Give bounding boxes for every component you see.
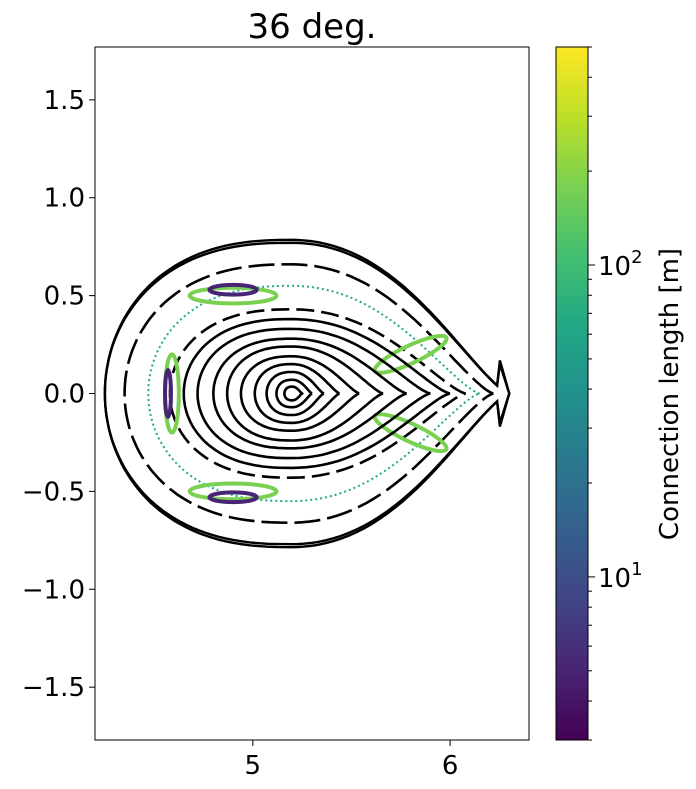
flux-surface-8 — [182, 317, 451, 470]
flux-surface-5 — [225, 345, 384, 442]
flux-surface-2 — [265, 370, 325, 417]
colorbar-tick-label: 102 — [598, 247, 643, 282]
y-tick-label: −1.5 — [22, 673, 85, 703]
y-tick-label: 0.5 — [44, 282, 85, 312]
island-6 — [207, 490, 259, 505]
island-7 — [163, 368, 173, 419]
y-tick-label: −0.5 — [22, 477, 85, 507]
flux-surface-3 — [253, 362, 340, 425]
flux-surface-6 — [212, 337, 408, 450]
flux-surface-4 — [239, 355, 360, 432]
y-tick-label: 0.0 — [44, 380, 85, 410]
flux-surface-1 — [275, 378, 313, 409]
x-tick-label: 6 — [442, 751, 459, 781]
colorbar-label: Connection length [m] — [655, 248, 685, 540]
island-1 — [187, 285, 279, 306]
island-2 — [187, 481, 279, 502]
chart-title: 36 deg. — [248, 7, 377, 47]
y-tick-label: 1.0 — [44, 184, 85, 214]
colorbar — [555, 46, 589, 741]
colorbar-axis: 101 102 — [588, 46, 643, 741]
boundary-surface-1 — [103, 241, 511, 546]
flux-surface-0 — [283, 385, 304, 402]
plot-area — [103, 238, 511, 549]
y-tick-label: −1.0 — [22, 575, 85, 605]
x-tick-label: 5 — [245, 751, 262, 781]
y-axis: 1.5 1.0 0.5 0.0 −0.5 −1.0 −1.5 — [22, 86, 95, 703]
y-tick-label: 1.5 — [44, 86, 85, 116]
chaotic-band — [147, 284, 480, 503]
island-5 — [207, 282, 259, 297]
colorbar-tick-label: 101 — [598, 559, 643, 594]
dashed-surface-1 — [123, 262, 494, 525]
flux-surface-7 — [196, 327, 431, 460]
